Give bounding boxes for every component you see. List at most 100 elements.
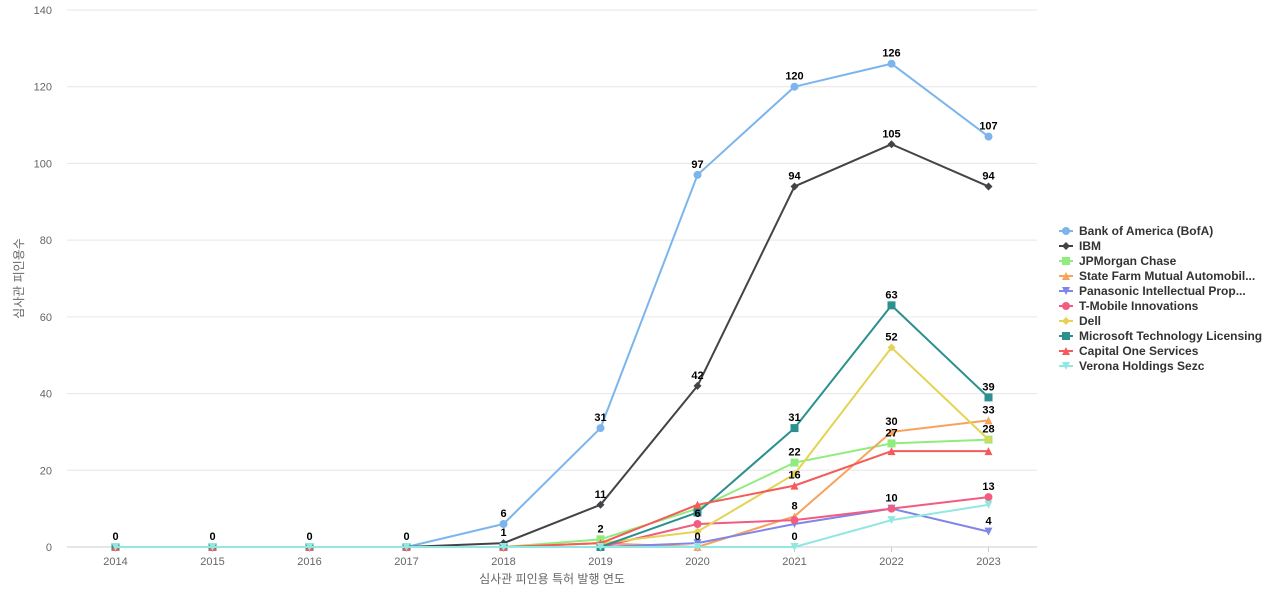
series-6-point — [984, 493, 993, 502]
series-9-point — [984, 447, 993, 456]
y-tick-label: 80 — [40, 235, 52, 247]
series-8-data-label: 31 — [788, 412, 800, 424]
series-4-data-label: 33 — [982, 404, 994, 416]
series-2-line — [115, 143, 989, 548]
series-8-line — [115, 304, 990, 548]
series-1-data-label: 97 — [691, 159, 703, 171]
series-9 — [111, 447, 993, 551]
legend-symbol — [1062, 302, 1070, 310]
series-3-data-label: 28 — [982, 424, 994, 436]
y-axis-title: 심사관 피인용수 — [12, 238, 26, 319]
legend-item[interactable]: Panasonic Intellectual Prop... — [1059, 284, 1246, 298]
series-8-data-label: 39 — [982, 381, 994, 393]
series-4-point — [984, 416, 993, 425]
legend-item[interactable]: Bank of America (BofA) — [1059, 224, 1213, 238]
legend-symbol — [1062, 332, 1070, 340]
legend-label: Dell — [1079, 314, 1101, 328]
legend-label: IBM — [1079, 239, 1101, 253]
series-6-data-label: 6 — [694, 508, 700, 520]
legend-item[interactable]: T-Mobile Innovations — [1059, 299, 1199, 313]
series-1 — [111, 59, 993, 551]
series-6-point — [693, 519, 702, 528]
series-2-point — [790, 182, 799, 191]
x-tick-label: 2021 — [782, 556, 806, 568]
series-2-point — [693, 381, 702, 390]
series-1-data-label: 120 — [785, 71, 803, 83]
series-1-point — [499, 519, 508, 528]
series-4-data-label: 8 — [791, 500, 797, 512]
series-1-point — [984, 132, 993, 141]
series-2-data-label: 94 — [788, 170, 801, 182]
legend-label: State Farm Mutual Automobil... — [1079, 269, 1255, 283]
legend-item[interactable]: Microsoft Technology Licensing — [1059, 329, 1262, 343]
series-7-point — [693, 527, 702, 536]
series-2-data-label: 42 — [691, 370, 703, 382]
series-10-point — [305, 543, 314, 551]
grid-layer — [67, 9, 1037, 471]
series-1-point — [596, 424, 605, 433]
series-10-data-label: 0 — [694, 531, 700, 543]
series-6-line — [115, 496, 989, 548]
x-tick-label: 2016 — [297, 556, 321, 568]
series-1-data-label: 31 — [594, 412, 606, 424]
series-5-line — [115, 507, 989, 548]
series-6-data-label: 10 — [885, 493, 897, 505]
x-tick-label: 2018 — [491, 556, 515, 568]
legend-item[interactable]: Dell — [1059, 314, 1101, 328]
legend-item[interactable]: IBM — [1059, 239, 1101, 253]
series-10 — [111, 500, 993, 551]
series-4-data-label: 30 — [885, 416, 897, 428]
series-7-point — [887, 343, 896, 352]
x-tick-label: 2015 — [200, 556, 224, 568]
series-4-line — [115, 419, 989, 548]
series-1-data-label: 126 — [882, 48, 900, 60]
series-3 — [111, 435, 993, 551]
legend-label: Panasonic Intellectual Prop... — [1079, 284, 1246, 298]
x-tick-label: 2017 — [394, 556, 418, 568]
series-layer — [111, 59, 993, 551]
series-8-point — [984, 393, 993, 402]
series-5-point — [984, 527, 993, 536]
legend-item[interactable]: Verona Holdings Sezc — [1059, 359, 1205, 373]
series-10-data-label: 0 — [791, 531, 797, 543]
series-6-point — [790, 516, 799, 525]
series-2-data-label: 105 — [882, 128, 900, 140]
series-2-point — [984, 182, 993, 191]
series-1-data-label: 6 — [500, 508, 506, 520]
series-3-point — [790, 458, 799, 467]
legend-item[interactable]: State Farm Mutual Automobil... — [1059, 269, 1255, 283]
legend-label: JPMorgan Chase — [1079, 254, 1177, 268]
y-tick-label: 140 — [34, 5, 52, 17]
series-3-data-label: 27 — [885, 427, 897, 439]
legend-item[interactable]: Capital One Services — [1059, 344, 1199, 358]
series-3-data-label: 2 — [597, 523, 603, 535]
series-9-line — [115, 450, 989, 548]
series-1-point — [790, 82, 799, 91]
x-tick-label: 2023 — [976, 556, 1000, 568]
series-9-data-label: 16 — [788, 470, 800, 482]
y-tick-label: 100 — [34, 158, 52, 170]
legend-symbol — [1062, 317, 1070, 325]
series-10-point — [402, 543, 411, 551]
legend-symbol — [1062, 362, 1070, 370]
series-10-point — [111, 543, 120, 551]
series-1-data-label: 0 — [306, 531, 312, 543]
x-tick-label: 2014 — [103, 556, 127, 568]
series-5-data-label: 4 — [985, 516, 992, 528]
series-1-data-label: 0 — [403, 531, 409, 543]
legend-symbol — [1062, 287, 1070, 295]
series-3-point — [887, 439, 896, 448]
series-1-line — [115, 62, 990, 548]
series-7-point — [984, 435, 993, 444]
series-3-line — [115, 438, 989, 548]
series-8-point — [887, 301, 896, 310]
series-10-point — [790, 543, 799, 551]
legend-symbol — [1062, 227, 1070, 235]
legend-symbol — [1062, 272, 1070, 280]
legend-item[interactable]: JPMorgan Chase — [1059, 254, 1177, 268]
series-1-point — [887, 59, 896, 68]
series-1-data-label: 0 — [112, 531, 118, 543]
x-axis-title: 심사관 피인용 특허 발행 연도 — [479, 571, 625, 586]
series-2-point — [596, 500, 605, 509]
